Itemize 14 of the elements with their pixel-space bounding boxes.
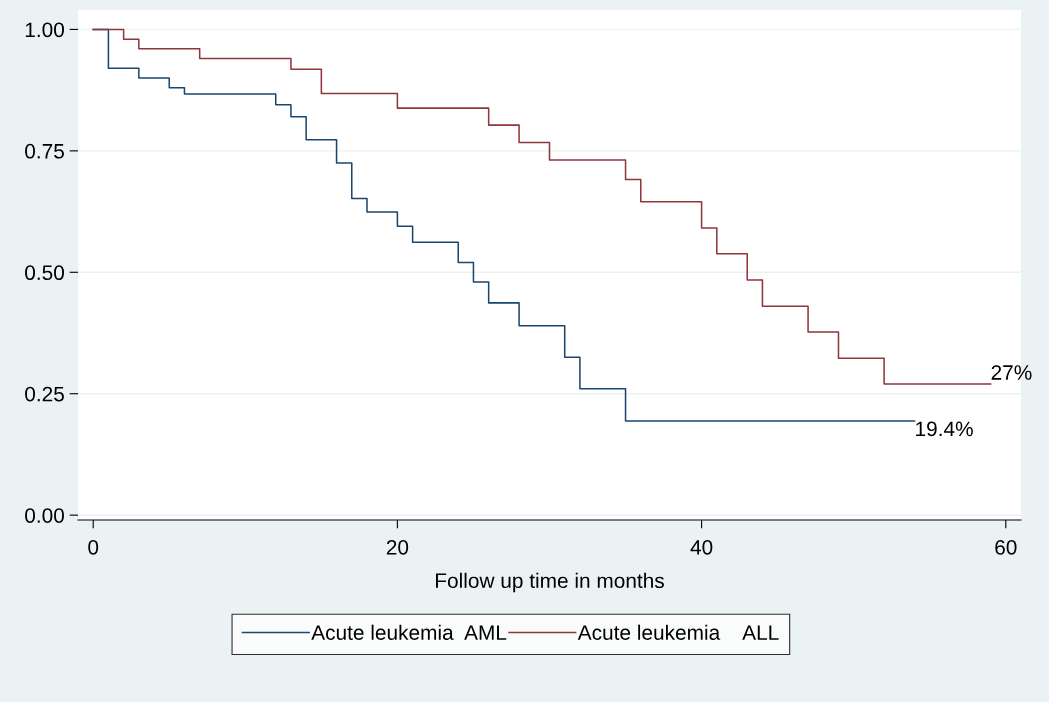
y-tick-label: 0.25 <box>25 386 64 402</box>
y-tick-label: 0.75 <box>25 143 64 159</box>
x-axis-title: Follow up time in months <box>436 572 664 593</box>
x-tick-label: 60 <box>995 539 1017 555</box>
y-tick-label: 1.00 <box>25 22 64 38</box>
x-tick-label: 0 <box>88 539 99 555</box>
x-tick-label: 40 <box>690 539 713 555</box>
legend-label: Acute leukemia AML <box>311 624 507 640</box>
annotation: 19.4% <box>916 421 973 437</box>
legend-label: Acute leukemia ALL <box>577 624 779 640</box>
annotation: 27% <box>991 365 1032 380</box>
x-tick-label: 20 <box>386 539 409 555</box>
y-tick-label: 0.00 <box>25 508 64 523</box>
y-tick-label: 0.50 <box>25 265 64 281</box>
